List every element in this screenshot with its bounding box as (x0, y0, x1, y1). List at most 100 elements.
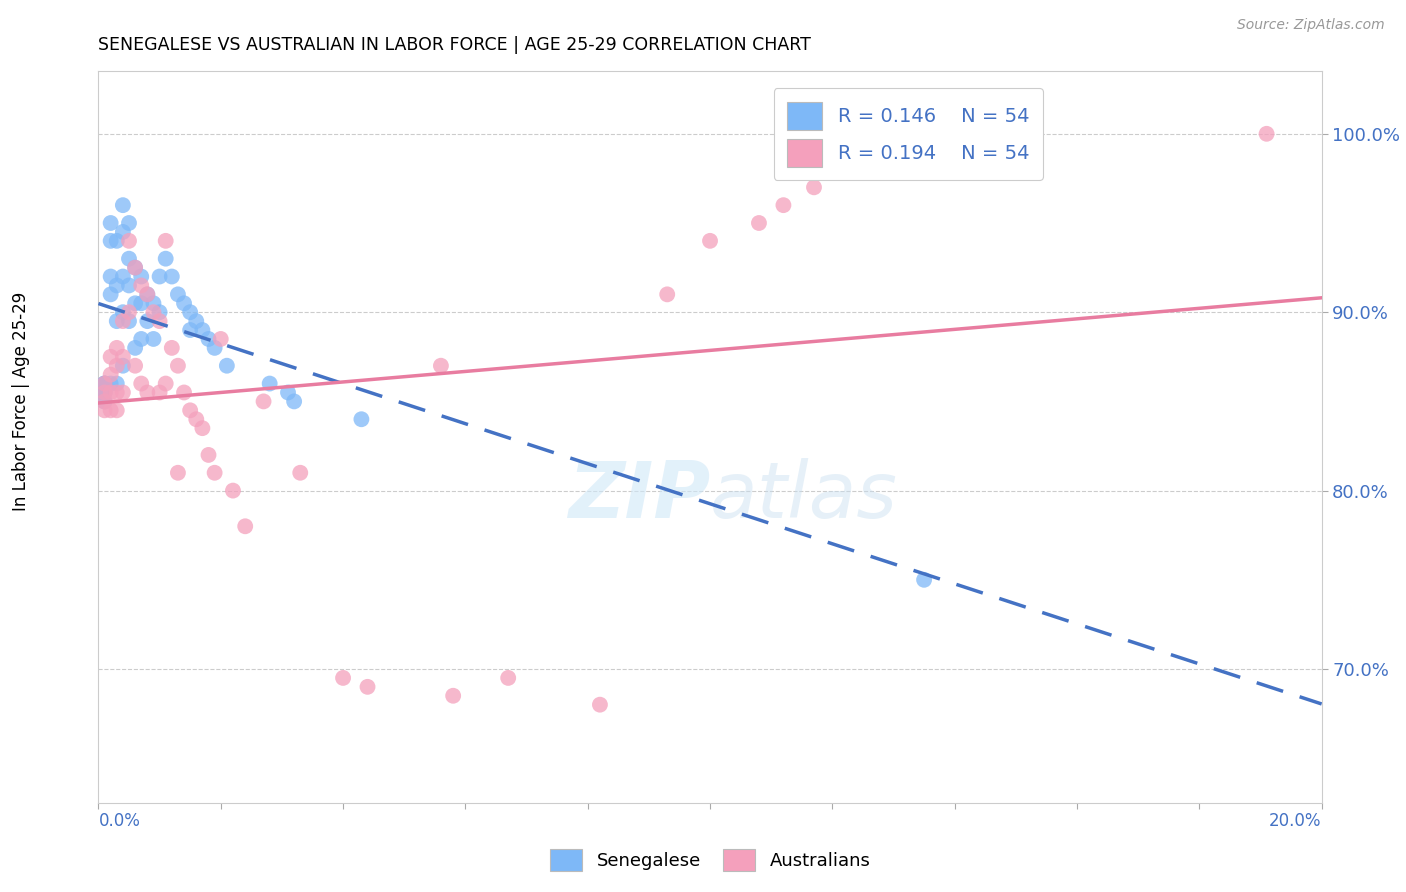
Point (191, 421, 214, 435)
Point (93, 385, 115, 400)
Point (356, 680, 378, 694)
Point (179, 323, 201, 337)
Point (118, 305, 141, 319)
Point (111, 225, 134, 239)
Point (111, 359, 134, 373)
Point (136, 385, 159, 400)
Point (803, 180, 825, 194)
Point (105, 403, 128, 417)
Point (118, 314, 141, 328)
Point (441, 689, 464, 703)
Point (111, 198, 134, 212)
Point (222, 483, 245, 498)
Text: Source: ZipAtlas.com: Source: ZipAtlas.com (1237, 18, 1385, 32)
Point (136, 287, 159, 301)
Point (93, 385, 115, 400)
Point (149, 305, 172, 319)
Point (589, 698, 612, 712)
Point (100, 385, 122, 400)
Point (124, 260, 146, 275)
Point (100, 269, 122, 284)
Text: SENEGALESE VS AUSTRALIAN IN LABOR FORCE | AGE 25-29 CORRELATION CHART: SENEGALESE VS AUSTRALIAN IN LABOR FORCE … (98, 36, 811, 54)
Point (155, 234, 177, 248)
Point (657, 287, 679, 301)
Point (155, 252, 177, 266)
Point (496, 671, 519, 685)
Point (105, 314, 128, 328)
Point (149, 314, 172, 328)
Point (124, 359, 146, 373)
Point (149, 269, 172, 284)
Point (430, 359, 453, 373)
Point (167, 466, 190, 480)
Point (105, 376, 128, 391)
Point (197, 332, 219, 346)
Text: atlas: atlas (710, 458, 898, 533)
Point (259, 376, 281, 391)
Point (204, 466, 226, 480)
Point (129, 278, 152, 293)
Point (772, 198, 794, 212)
Point (100, 234, 122, 248)
Point (290, 466, 312, 480)
Point (100, 403, 122, 417)
Point (100, 368, 122, 382)
Point (93, 394, 115, 409)
Point (111, 305, 134, 319)
Point (149, 385, 172, 400)
Text: 20.0%: 20.0% (1270, 812, 1322, 830)
Point (105, 385, 128, 400)
Point (129, 269, 152, 284)
Point (142, 296, 165, 310)
Point (111, 314, 134, 328)
Point (100, 350, 122, 364)
Point (124, 341, 146, 355)
Point (197, 448, 219, 462)
Point (233, 519, 256, 533)
Text: 0.0%: 0.0% (98, 812, 141, 830)
Point (129, 376, 152, 391)
Point (118, 278, 141, 293)
Point (160, 269, 183, 284)
Point (167, 287, 190, 301)
Text: ZIP: ZIP (568, 458, 710, 533)
Point (93, 376, 115, 391)
Point (111, 269, 134, 284)
Point (209, 332, 232, 346)
Point (179, 403, 201, 417)
Point (142, 332, 165, 346)
Point (118, 234, 141, 248)
Point (118, 216, 141, 230)
Point (179, 305, 201, 319)
Point (186, 314, 208, 328)
Legend: Senegalese, Australians: Senegalese, Australians (543, 841, 877, 878)
Point (283, 394, 305, 409)
Point (136, 287, 159, 301)
Point (124, 260, 146, 275)
Point (155, 376, 177, 391)
Point (111, 385, 134, 400)
Point (332, 671, 354, 685)
Point (100, 376, 122, 391)
Point (204, 341, 226, 355)
Point (105, 234, 128, 248)
Point (173, 385, 195, 400)
Point (173, 296, 195, 310)
Point (277, 385, 299, 400)
Point (215, 359, 238, 373)
Point (191, 323, 214, 337)
Point (93, 376, 115, 391)
Point (252, 394, 274, 409)
Point (129, 332, 152, 346)
Point (93, 376, 115, 391)
Point (699, 234, 721, 248)
Point (167, 359, 190, 373)
Text: In Labor Force | Age 25-29: In Labor Force | Age 25-29 (13, 292, 30, 511)
Point (350, 412, 373, 426)
Point (136, 314, 159, 328)
Point (93, 385, 115, 400)
Point (186, 412, 208, 426)
Point (105, 278, 128, 293)
Point (105, 341, 128, 355)
Point (142, 305, 165, 319)
